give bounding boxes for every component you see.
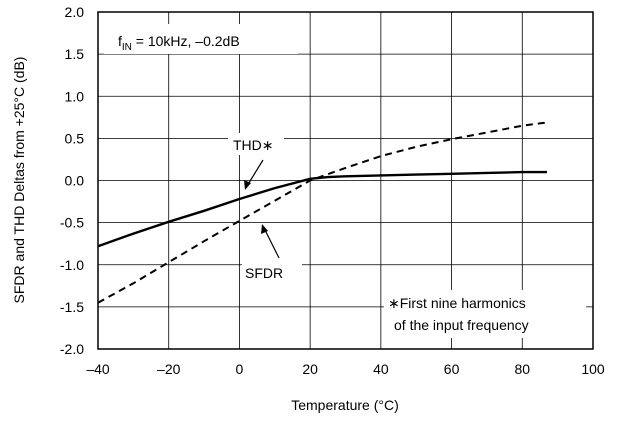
footnote-line-2: of the input frequency	[394, 317, 529, 333]
sfdr-label-background	[242, 261, 302, 283]
condition-label-background	[104, 24, 298, 54]
sfdr-line	[97, 121, 548, 304]
y-tick-label: 2.0	[65, 4, 85, 20]
tick-labels: –40 –20 0 20 40 60 80 100 2.0 1.5 1.0 0.5 0.0 -0.5 -1.…	[60, 4, 605, 377]
y-tick-label: 1.5	[65, 46, 85, 62]
x-tick-label: 80	[514, 361, 530, 377]
thd-line	[97, 170, 547, 248]
x-axis-label: Temperature (°C)	[291, 397, 399, 413]
condition-label: fIN = 10kHz, –0.2dB	[118, 33, 240, 53]
y-tick-label: -2.0	[60, 341, 84, 357]
y-tick-label: 0.5	[65, 130, 85, 146]
sfdr-label: SFDR	[245, 265, 283, 281]
y-tick-label: 1.0	[65, 88, 85, 104]
y-tick-label: -1.5	[60, 299, 84, 315]
series-layer	[97, 121, 548, 304]
sfdr-arrow-head	[261, 224, 268, 234]
x-tick-label: 0	[236, 361, 244, 377]
x-tick-label: 20	[302, 361, 318, 377]
footnote-line-1: ∗First nine harmonics	[388, 295, 526, 311]
plot-frame	[97, 11, 594, 350]
footnote-background	[384, 290, 586, 338]
x-tick-label: –20	[157, 361, 181, 377]
thd-arrow-head	[244, 180, 251, 190]
thd-label: THD∗	[233, 137, 274, 153]
y-tick-label: -0.5	[60, 215, 84, 231]
sfdr-arrow-shaft	[263, 227, 280, 259]
x-tick-label: –40	[86, 361, 110, 377]
x-tick-label: 40	[373, 361, 389, 377]
thd-label-background	[228, 133, 284, 155]
x-tick-label: 60	[444, 361, 460, 377]
y-tick-label: 0.0	[65, 173, 85, 189]
y-axis-label: SFDR and THD Deltas from +25°C (dB)	[11, 57, 27, 304]
x-tick-label: 100	[581, 361, 605, 377]
thd-arrow-shaft	[246, 159, 264, 187]
y-tick-label: -1.0	[60, 257, 84, 273]
